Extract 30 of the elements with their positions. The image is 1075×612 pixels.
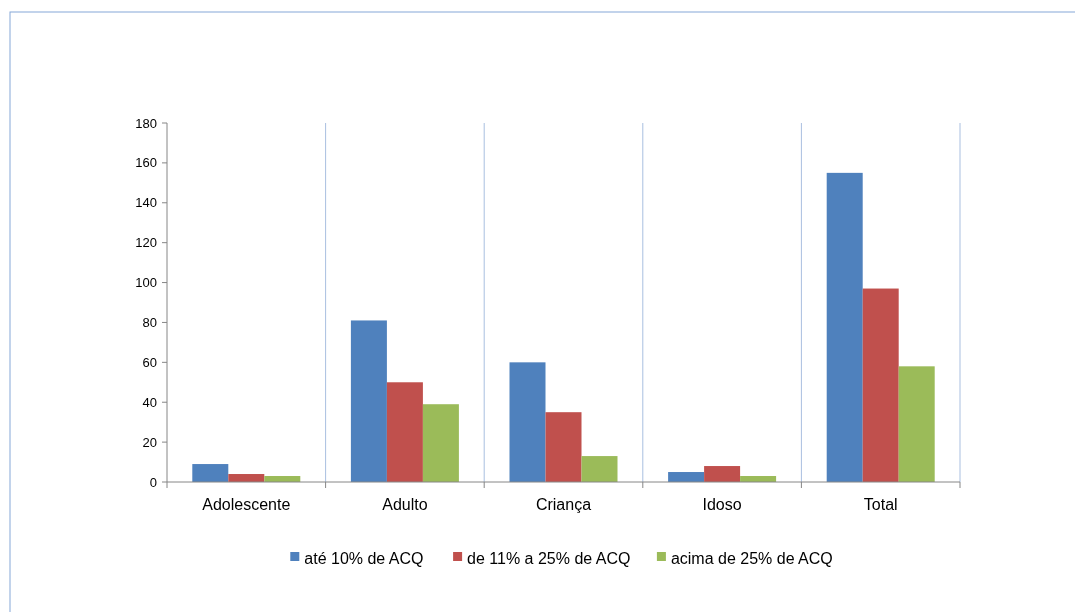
legend-label: de 11% a 25% de ACQ: [467, 549, 631, 567]
legend-label: acima de 25% de ACQ: [670, 549, 833, 567]
y-tick-label: 0: [149, 474, 157, 490]
y-tick-label: 160: [135, 155, 157, 171]
bar: [826, 172, 863, 482]
y-tick-label: 20: [142, 434, 157, 450]
y-tick-label: 100: [135, 275, 157, 291]
bar: [704, 466, 741, 482]
x-tick-label: Adolescente: [202, 496, 291, 513]
bar: [192, 464, 229, 482]
bar: [581, 456, 618, 482]
bar: [862, 288, 899, 482]
x-tick-label: Idoso: [702, 496, 742, 513]
bar: [386, 382, 423, 482]
x-tick-label: Criança: [535, 496, 592, 513]
y-tick-label: 60: [142, 354, 157, 370]
bar: [422, 404, 459, 482]
y-tick-label: 40: [142, 394, 157, 410]
y-tick-label: 180: [135, 115, 157, 131]
bar: [668, 472, 705, 482]
x-tick-label: Total: [863, 496, 898, 513]
bar: [509, 362, 546, 482]
y-tick-label: 140: [135, 195, 157, 211]
x-tick-label: Adulto: [382, 496, 428, 513]
bar: [898, 366, 935, 482]
y-tick-label: 80: [142, 314, 157, 330]
bar: [545, 412, 582, 482]
legend-label: até 10% de ACQ: [304, 549, 424, 567]
y-tick-label: 120: [135, 235, 157, 251]
bar: [350, 320, 387, 482]
